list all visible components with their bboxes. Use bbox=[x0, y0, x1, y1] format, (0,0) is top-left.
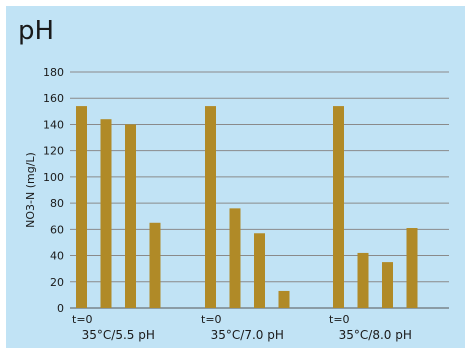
bar bbox=[76, 106, 87, 308]
chart-title: pH bbox=[18, 16, 55, 46]
bar bbox=[205, 106, 216, 308]
category-label: 35°C/8.0 pH bbox=[339, 328, 412, 342]
category-label: 35°C/5.5 pH bbox=[82, 328, 155, 342]
y-tick-label: 60 bbox=[50, 223, 64, 236]
y-tick-label: 80 bbox=[50, 197, 64, 210]
y-tick-label: 0 bbox=[57, 302, 64, 315]
bar bbox=[382, 262, 393, 308]
y-tick-label: 120 bbox=[43, 145, 64, 158]
y-tick-label: 40 bbox=[50, 250, 64, 263]
bar bbox=[406, 228, 418, 308]
bar bbox=[278, 290, 290, 308]
y-tick-label: 180 bbox=[43, 66, 64, 79]
y-tick-label: 20 bbox=[50, 276, 64, 289]
y-tick-label: 100 bbox=[43, 171, 64, 184]
bar-sublabel: t=0 bbox=[201, 313, 222, 326]
bar bbox=[333, 106, 344, 308]
y-tick-label: 140 bbox=[43, 118, 64, 131]
y-tick-label: 160 bbox=[43, 92, 64, 105]
y-axis-label: NO3-N (mg/L) bbox=[24, 152, 37, 228]
category-label: 35°C/7.0 pH bbox=[211, 328, 284, 342]
bar bbox=[100, 119, 112, 308]
bar-sublabel: t=0 bbox=[329, 313, 350, 326]
bar bbox=[357, 252, 369, 308]
bar bbox=[149, 222, 161, 308]
bar bbox=[229, 208, 241, 308]
bar bbox=[125, 124, 136, 308]
bar-sublabel: t=0 bbox=[72, 313, 93, 326]
bar bbox=[254, 233, 265, 308]
